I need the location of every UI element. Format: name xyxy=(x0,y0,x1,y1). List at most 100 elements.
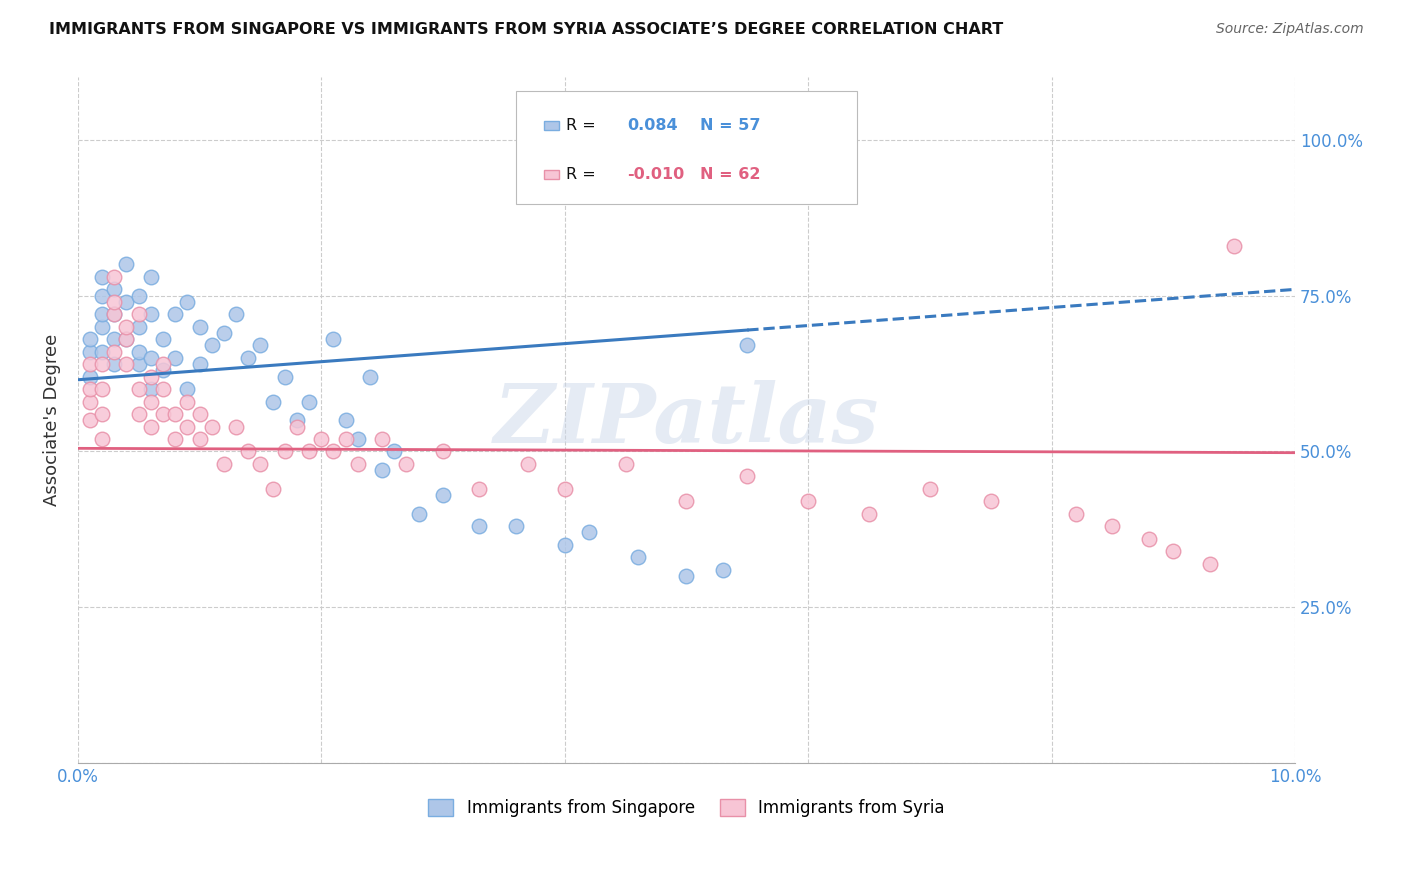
Point xyxy=(139,394,162,409)
FancyBboxPatch shape xyxy=(544,170,558,179)
Y-axis label: Associate's Degree: Associate's Degree xyxy=(44,334,60,507)
Text: N = 62: N = 62 xyxy=(700,167,761,182)
Point xyxy=(335,432,357,446)
Point xyxy=(238,351,260,365)
Point xyxy=(201,419,224,434)
Point xyxy=(238,444,260,458)
Text: ZIPatlas: ZIPatlas xyxy=(494,380,879,460)
Point xyxy=(115,357,138,371)
Point xyxy=(578,525,600,540)
Point xyxy=(103,344,125,359)
Point xyxy=(371,432,394,446)
Point xyxy=(165,432,187,446)
Point xyxy=(1161,544,1184,558)
Point xyxy=(225,419,247,434)
Point xyxy=(152,332,174,346)
Point xyxy=(627,550,650,565)
Point xyxy=(165,307,187,321)
Text: 0.084: 0.084 xyxy=(627,118,678,133)
Point xyxy=(128,288,150,302)
Point xyxy=(225,307,247,321)
Point xyxy=(371,463,394,477)
Point xyxy=(139,382,162,396)
Point xyxy=(79,369,101,384)
Point xyxy=(115,319,138,334)
Point xyxy=(1198,557,1220,571)
Text: R =: R = xyxy=(567,118,596,133)
FancyBboxPatch shape xyxy=(516,91,856,204)
Point xyxy=(91,288,114,302)
Point xyxy=(212,326,235,340)
Point xyxy=(382,444,405,458)
Point xyxy=(152,357,174,371)
Point xyxy=(432,444,454,458)
Point xyxy=(309,432,332,446)
Point xyxy=(79,344,101,359)
Point xyxy=(128,407,150,421)
Point xyxy=(262,482,284,496)
FancyBboxPatch shape xyxy=(544,120,558,129)
Point xyxy=(79,332,101,346)
Point xyxy=(103,294,125,309)
Point xyxy=(115,257,138,271)
Point xyxy=(468,519,491,533)
Point xyxy=(249,338,271,352)
Point xyxy=(408,507,430,521)
Point xyxy=(91,382,114,396)
Point xyxy=(188,357,211,371)
Point xyxy=(1223,238,1246,252)
Point xyxy=(128,319,150,334)
Point xyxy=(188,407,211,421)
Point xyxy=(115,294,138,309)
Text: -0.010: -0.010 xyxy=(627,167,685,182)
Point xyxy=(91,319,114,334)
Text: Source: ZipAtlas.com: Source: ZipAtlas.com xyxy=(1216,22,1364,37)
Point xyxy=(152,382,174,396)
Point xyxy=(128,307,150,321)
Point xyxy=(359,369,381,384)
Point xyxy=(128,344,150,359)
Text: IMMIGRANTS FROM SINGAPORE VS IMMIGRANTS FROM SYRIA ASSOCIATE’S DEGREE CORRELATIO: IMMIGRANTS FROM SINGAPORE VS IMMIGRANTS … xyxy=(49,22,1004,37)
Point xyxy=(128,357,150,371)
Point xyxy=(262,394,284,409)
Point xyxy=(103,307,125,321)
Point xyxy=(322,332,344,346)
Point xyxy=(91,269,114,284)
Point xyxy=(103,269,125,284)
Point xyxy=(152,363,174,377)
Point xyxy=(797,152,820,166)
Point xyxy=(91,407,114,421)
Point xyxy=(735,469,758,483)
Point xyxy=(298,444,321,458)
Point xyxy=(79,357,101,371)
Point xyxy=(176,294,198,309)
Point xyxy=(152,407,174,421)
Point xyxy=(980,494,1002,508)
Point xyxy=(165,407,187,421)
Point xyxy=(285,413,308,427)
Point xyxy=(395,457,418,471)
Point xyxy=(432,488,454,502)
Point xyxy=(115,332,138,346)
Point xyxy=(201,338,224,352)
Point xyxy=(103,332,125,346)
Point xyxy=(139,351,162,365)
Point xyxy=(103,357,125,371)
Point xyxy=(322,444,344,458)
Legend: Immigrants from Singapore, Immigrants from Syria: Immigrants from Singapore, Immigrants fr… xyxy=(422,792,952,823)
Point xyxy=(139,419,162,434)
Point xyxy=(346,432,368,446)
Point xyxy=(79,394,101,409)
Point xyxy=(517,457,540,471)
Point xyxy=(797,494,820,508)
Point xyxy=(139,369,162,384)
Point xyxy=(139,269,162,284)
Point xyxy=(614,457,637,471)
Point xyxy=(918,482,941,496)
Point xyxy=(212,457,235,471)
Point xyxy=(165,351,187,365)
Point xyxy=(91,357,114,371)
Point xyxy=(115,332,138,346)
Point xyxy=(285,419,308,434)
Point xyxy=(675,569,697,583)
